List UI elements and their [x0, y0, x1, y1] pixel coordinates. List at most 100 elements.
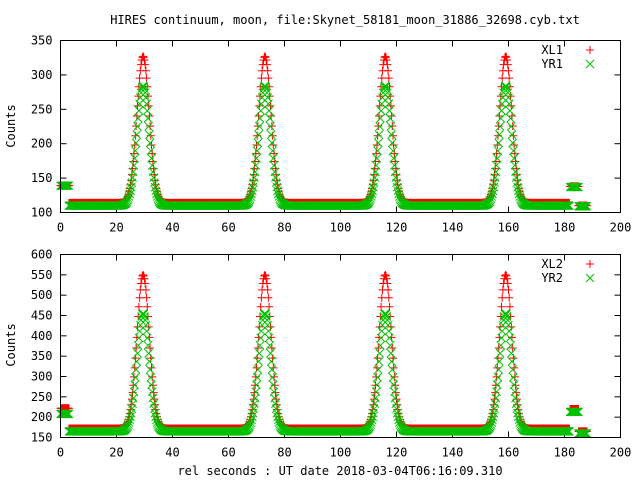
data-point-yr2 [497, 333, 506, 343]
data-point-yr2 [386, 349, 396, 358]
data-point-yr2 [392, 408, 402, 418]
data-point-xl2 [491, 381, 500, 390]
data-point-xl1 [384, 66, 393, 75]
data-point-xl2 [492, 372, 501, 381]
x-tick-label: 160 [498, 446, 520, 460]
data-point-xl1 [257, 74, 266, 83]
data-point-xl1 [505, 74, 514, 83]
data-point-xl1 [139, 52, 148, 61]
data-point-xl2 [498, 293, 507, 302]
data-point-yr2 [502, 312, 512, 321]
data-point-xl2 [377, 293, 386, 302]
data-point-yr2 [268, 380, 278, 390]
bottom-plot-frame [60, 254, 621, 438]
data-point-yr1 [126, 186, 135, 196]
data-point-yr2 [139, 309, 149, 319]
data-point-xl2 [139, 270, 148, 279]
data-point-xl1 [381, 52, 390, 61]
y-tick-label: 500 [31, 288, 53, 302]
legend-symbol-xl2 [586, 260, 594, 268]
data-point-yr1 [124, 192, 134, 201]
data-point-yr2 [142, 333, 152, 343]
data-point-xl2 [501, 270, 510, 279]
data-point-yr1 [265, 114, 275, 123]
data-point-xl2 [511, 381, 520, 390]
data-point-yr2 [144, 349, 154, 358]
y-tick-label: 350 [31, 349, 53, 363]
data-point-yr2 [131, 373, 140, 382]
data-point-yr2 [134, 333, 144, 343]
data-point-yr2 [509, 373, 518, 382]
data-point-yr2 [255, 341, 265, 350]
data-point-yr2 [374, 357, 384, 366]
data-point-yr1 [145, 138, 155, 148]
data-point-xl1 [382, 56, 391, 65]
data-point-yr2 [247, 415, 256, 425]
x-tick-label: 40 [165, 221, 179, 235]
y-tick-label: 450 [31, 309, 53, 323]
data-point-yr2 [264, 333, 274, 343]
data-point-yr1 [374, 130, 384, 140]
data-point-xl2 [270, 372, 278, 381]
y-tick-label: 600 [31, 248, 53, 262]
data-point-yr2 [272, 408, 282, 418]
data-point-yr1 [487, 192, 497, 201]
data-point-xl2 [260, 270, 269, 279]
data-point-yr1 [366, 192, 376, 201]
data-point-yr1 [513, 186, 523, 196]
legend-marker-yr2 [585, 273, 595, 283]
data-point-yr1 [565, 201, 574, 210]
y-tick-label: 300 [31, 68, 53, 82]
data-point-yr1 [502, 84, 512, 94]
data-point-yr2 [385, 333, 394, 343]
y-tick-label: 300 [31, 370, 53, 384]
data-point-yr1 [142, 99, 151, 109]
data-point-xl1 [262, 56, 271, 65]
data-point-yr1 [505, 106, 515, 116]
data-point-yr2 [366, 418, 376, 427]
data-point-yr2 [145, 365, 155, 374]
data-point-yr1 [140, 84, 149, 94]
data-point-xl2 [142, 293, 151, 302]
data-point-yr2 [131, 365, 141, 374]
data-point-yr1 [373, 138, 383, 148]
data-point-yr2 [496, 341, 506, 350]
data-point-xl1 [142, 74, 151, 83]
data-point-yr2 [256, 333, 266, 343]
data-point-yr2 [506, 349, 516, 358]
data-point-xl2 [504, 285, 513, 294]
data-point-yr1 [261, 84, 271, 94]
data-point-yr2 [509, 380, 519, 390]
data-point-yr1 [384, 99, 394, 109]
data-point-yr2 [367, 415, 377, 425]
data-point-yr2 [64, 409, 74, 419]
data-point-yr1 [387, 130, 396, 140]
data-point-xl2 [505, 302, 514, 311]
top-panel-ticks: 0 20 40 60 80 100 120 140 160 180 200 100 150 200 250 3… [31, 34, 632, 235]
data-point-yr1 [376, 106, 386, 116]
data-point-yr2 [488, 415, 497, 425]
data-point-yr1 [388, 146, 398, 156]
legend-symbol-yr1 [585, 59, 595, 69]
data-point-yr1 [385, 114, 395, 123]
data-point-yr1 [508, 138, 518, 148]
data-point-yr1 [261, 82, 270, 92]
data-point-yr1 [268, 154, 278, 163]
data-point-xl2 [143, 302, 152, 311]
data-point-yr1 [151, 186, 161, 196]
data-point-yr2 [389, 380, 399, 390]
data-point-yr1 [382, 84, 392, 94]
data-point-xl1 [141, 60, 150, 69]
data-point-xl2 [270, 381, 279, 390]
data-point-yr1 [387, 138, 397, 148]
data-point-xl2 [497, 302, 506, 311]
data-point-xl2 [384, 285, 393, 294]
data-point-yr1 [488, 189, 497, 199]
data-point-xl1 [493, 141, 502, 150]
data-point-yr2 [393, 412, 403, 422]
data-point-yr1 [502, 82, 511, 92]
bottom-panel-ticks: 0 20 40 60 80 100 120 140 160 180 200 150 200 250 300 3… [31, 248, 632, 460]
data-point-yr2 [376, 333, 386, 343]
y-tick-label: 150 [31, 171, 53, 185]
